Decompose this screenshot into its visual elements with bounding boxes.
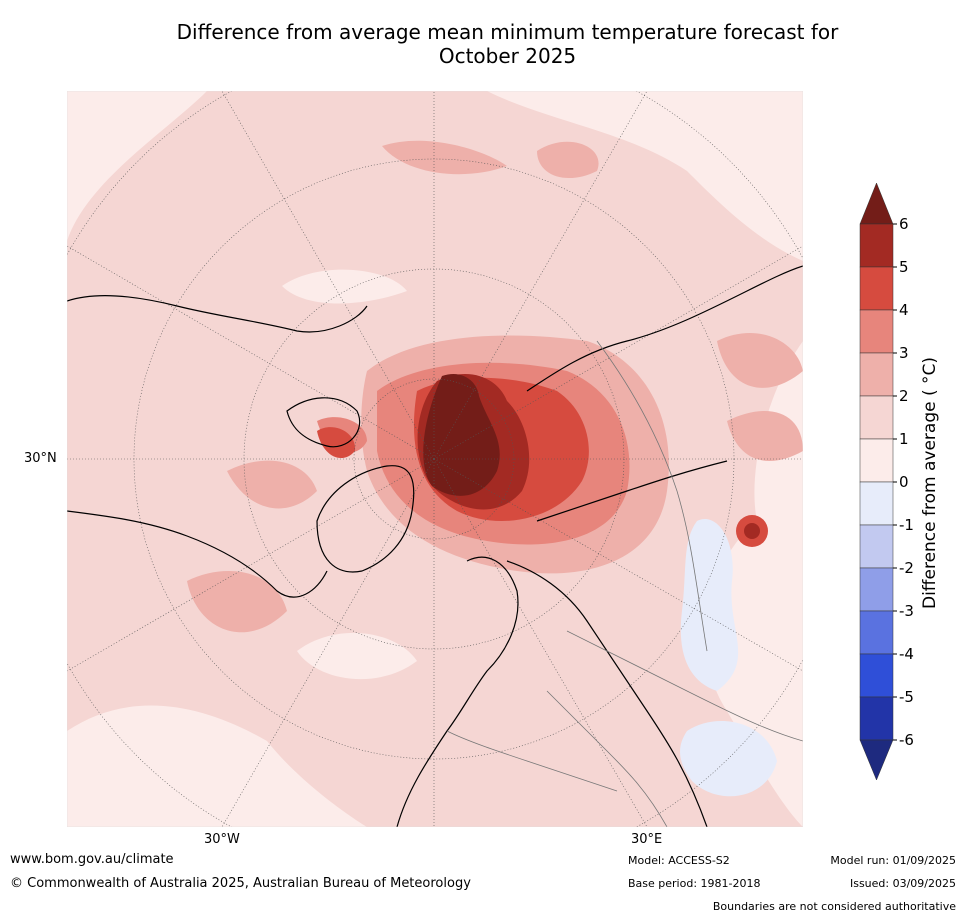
colorbar-band xyxy=(859,653,894,698)
colorbar-tick-label: 5 xyxy=(899,258,909,276)
colorbar-band xyxy=(859,266,894,311)
footer-base-period: Base period: 1981-2018 xyxy=(628,877,761,890)
footer-model: Model: ACCESS-S2 xyxy=(628,854,730,867)
colorbar-band xyxy=(859,567,894,612)
colorbar-tick-label: 1 xyxy=(899,430,909,448)
lon-label-30w: 30°W xyxy=(204,832,240,847)
colorbar: 6 5 4 3 2 1 0 -1 -2 -3 -4 -5 -6 xyxy=(859,182,914,781)
colorbar-band xyxy=(859,352,894,397)
colorbar-band xyxy=(859,696,894,741)
colorbar-band xyxy=(859,395,894,440)
country-boundaries xyxy=(446,340,803,827)
colorbar-tick-label: 3 xyxy=(899,344,909,362)
footer-disclaimer: Boundaries are not considered authoritat… xyxy=(712,900,956,913)
colorbar-extend-top xyxy=(859,182,894,225)
colorbar-tick-label: 4 xyxy=(899,301,909,319)
coastlines xyxy=(67,265,803,827)
footer-url[interactable]: www.bom.gov.au/climate xyxy=(10,852,174,867)
title-line-1: Difference from average mean minimum tem… xyxy=(176,20,839,44)
lon-label-30e: 30°E xyxy=(631,832,663,847)
colorbar-tick-label: -6 xyxy=(899,731,914,749)
anomaly-zone-neg-0-1 xyxy=(680,519,777,797)
colorbar-tick-label: 6 xyxy=(899,215,909,233)
colorbar-band xyxy=(859,223,894,268)
graticule xyxy=(67,91,803,827)
colorbar-label: Difference from average ( °C) xyxy=(920,356,940,610)
colorbar-tick-label: 0 xyxy=(899,473,909,491)
lat-label-30n: 30°N xyxy=(24,451,57,466)
footer-model-run: Model run: 01/09/2025 xyxy=(830,854,956,867)
footer-issued: Issued: 03/09/2025 xyxy=(849,877,956,890)
colorbar-tick-label: -1 xyxy=(899,516,914,534)
colorbar-tick-label: -3 xyxy=(899,602,914,620)
colorbar-band xyxy=(859,481,894,526)
anomaly-hotspot-core xyxy=(744,523,760,539)
colorbar-band xyxy=(859,309,894,354)
colorbar-band xyxy=(859,610,894,655)
colorbar-tick-label: -4 xyxy=(899,645,914,663)
colorbar-tick-label: -5 xyxy=(899,688,914,706)
colorbar-band xyxy=(859,438,894,483)
chart-title: Difference from average mean minimum tem… xyxy=(60,20,955,68)
anomaly-zone-5-6 xyxy=(423,373,500,496)
footer-copyright: © Commonwealth of Australia 2025, Austra… xyxy=(10,876,471,891)
title-line-2: October 2025 xyxy=(438,44,577,68)
anomaly-zone-0-1 xyxy=(67,91,803,827)
colorbar-tick-label: -2 xyxy=(899,559,914,577)
forecast-map[interactable] xyxy=(67,91,803,827)
colorbar-extend-bottom xyxy=(859,739,894,781)
colorbar-band xyxy=(859,524,894,569)
colorbar-tick-label: 2 xyxy=(899,387,909,405)
